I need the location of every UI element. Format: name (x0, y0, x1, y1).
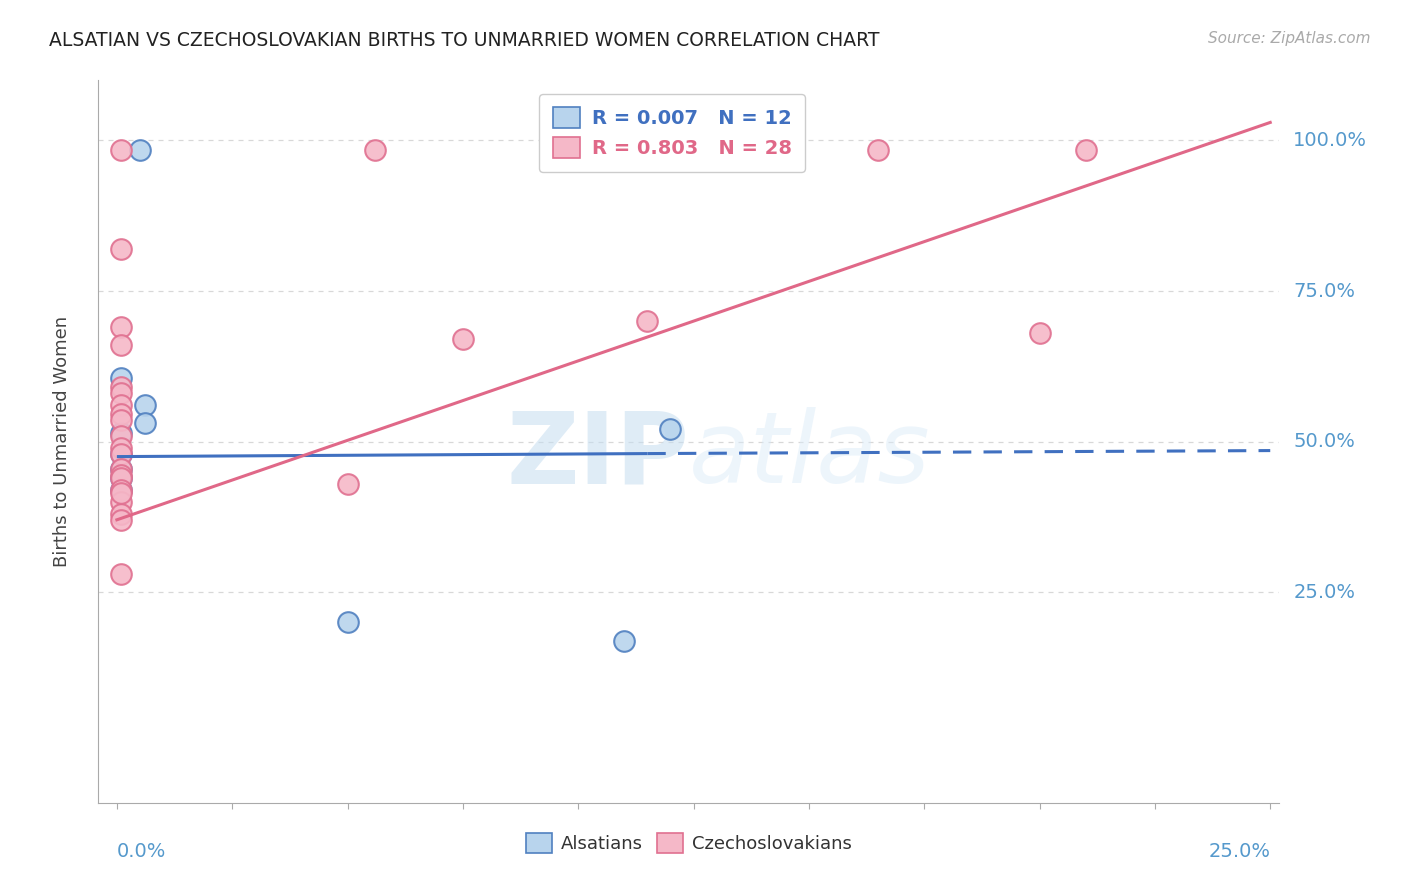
Point (110, 447, 132, 461)
Text: ZIP: ZIP (506, 408, 689, 505)
Point (110, 320, 132, 334)
Text: 25.0%: 25.0% (1294, 582, 1355, 601)
Point (110, 425, 132, 440)
Point (110, 461, 132, 475)
Point (110, 471, 132, 485)
Point (110, 483, 132, 497)
Point (110, 485, 132, 500)
Y-axis label: Births to Unmarried Women: Births to Unmarried Women (53, 316, 72, 567)
Point (110, 242, 132, 256)
Point (110, 441, 132, 455)
Point (110, 507, 132, 521)
Text: 25.0%: 25.0% (1208, 842, 1270, 861)
Text: 50.0%: 50.0% (1294, 432, 1355, 451)
Point (129, 143, 152, 157)
Text: atlas: atlas (689, 408, 931, 505)
Point (110, 513, 132, 527)
Point (110, 567, 132, 582)
Point (336, 615, 359, 630)
Text: ALSATIAN VS CZECHOSLOVAKIAN BIRTHS TO UNMARRIED WOMEN CORRELATION CHART: ALSATIAN VS CZECHOSLOVAKIAN BIRTHS TO UN… (49, 31, 880, 50)
Point (110, 408, 132, 422)
Point (110, 428, 132, 442)
Point (1028, 326, 1050, 341)
Point (110, 461, 132, 475)
Point (134, 398, 156, 412)
Point (613, 634, 636, 648)
Legend: Alsatians, Czechoslovakians: Alsatians, Czechoslovakians (517, 824, 860, 863)
Text: 0.0%: 0.0% (117, 842, 166, 861)
Point (110, 398, 132, 412)
Point (636, 314, 658, 328)
Point (110, 483, 132, 497)
Point (110, 413, 132, 427)
Point (336, 476, 359, 491)
Text: Source: ZipAtlas.com: Source: ZipAtlas.com (1208, 31, 1371, 46)
Point (364, 143, 387, 157)
Point (110, 447, 132, 461)
Point (110, 494, 132, 508)
Point (110, 371, 132, 385)
Point (110, 386, 132, 401)
Point (110, 471, 132, 485)
Point (1074, 143, 1097, 157)
Point (110, 143, 132, 157)
Text: 75.0%: 75.0% (1294, 282, 1355, 301)
Point (134, 417, 156, 431)
Point (868, 143, 890, 157)
Point (659, 423, 682, 437)
Point (451, 332, 474, 346)
Point (110, 338, 132, 352)
Point (110, 467, 132, 482)
Point (110, 380, 132, 394)
Text: 100.0%: 100.0% (1294, 131, 1368, 150)
